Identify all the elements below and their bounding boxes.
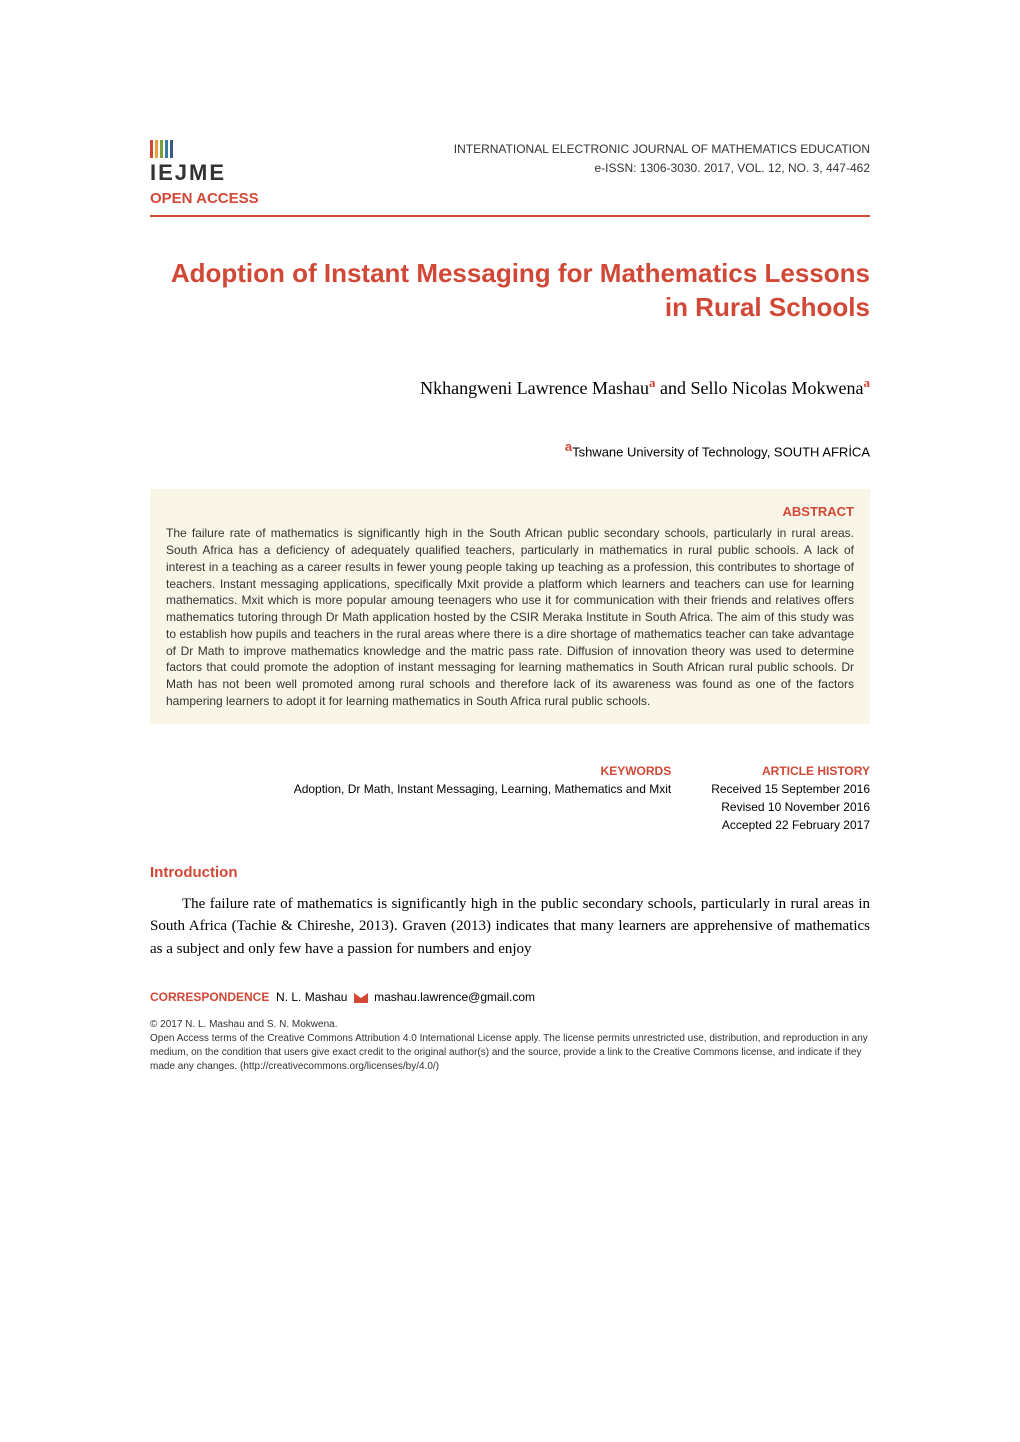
correspondence-label: CORRESPONDENCE [150,990,269,1004]
history-accepted: Accepted 22 February 2017 [711,816,870,834]
header: IEJME OPEN ACCESS INTERNATIONAL ELECTRON… [150,140,870,217]
license-text: Open Access terms of the Creative Common… [150,1032,870,1074]
keywords-block: KEYWORDS Adoption, Dr Math, Instant Mess… [294,764,672,834]
affiliation: aTshwane University of Technology, SOUTH… [150,439,870,459]
open-access-label: OPEN ACCESS [150,190,290,207]
article-title: Adoption of Instant Messaging for Mathem… [150,257,870,325]
introduction-text: The failure rate of mathematics is signi… [150,893,870,961]
keywords-text: Adoption, Dr Math, Instant Messaging, Le… [294,780,672,798]
license-block: © 2017 N. L. Mashau and S. N. Mokwena. O… [150,1018,870,1074]
history-revised: Revised 10 November 2016 [711,798,870,816]
header-rule [150,215,870,217]
history-heading: ARTICLE HISTORY [711,764,870,778]
journal-name: INTERNATIONAL ELECTRONIC JOURNAL OF MATH… [454,140,870,159]
correspondence: CORRESPONDENCE N. L. Mashau mashau.lawre… [150,990,870,1004]
logo-bars-icon [150,140,290,158]
affiliation-text: Tshwane University of Technology, SOUTH … [572,444,870,459]
issn-line: e-ISSN: 1306-3030. 2017, VOL. 12, NO. 3,… [454,159,870,178]
meta-row: KEYWORDS Adoption, Dr Math, Instant Mess… [150,764,870,834]
history-received: Received 15 September 2016 [711,780,870,798]
affiliation-sup: a [565,439,572,454]
introduction-heading: Introduction [150,864,870,881]
copyright-line: © 2017 N. L. Mashau and S. N. Mokwena. [150,1018,870,1032]
author-2-sup: a [864,375,871,390]
keywords-heading: KEYWORDS [294,764,672,778]
author-1: Nkhangweni Lawrence Mashau [420,378,649,398]
authors-line: Nkhangweni Lawrence Mashau a and Sello Ni… [150,375,870,399]
history-block: ARTICLE HISTORY Received 15 September 20… [711,764,870,834]
author-2: Sello Nicolas Mokwena [691,378,864,398]
correspondence-name: N. L. Mashau [276,990,347,1004]
journal-info: INTERNATIONAL ELECTRONIC JOURNAL OF MATH… [454,140,870,178]
abstract-box: ABSTRACT The failure rate of mathematics… [150,489,870,724]
correspondence-email: mashau.lawrence@gmail.com [374,990,535,1004]
abstract-heading: ABSTRACT [166,503,854,521]
history-content: Received 15 September 2016 Revised 10 No… [711,780,870,834]
mail-icon [354,993,368,1003]
logo-box: IEJME OPEN ACCESS [150,140,290,207]
abstract-text: The failure rate of mathematics is signi… [166,525,854,710]
authors-and: and [656,378,691,398]
logo-text: IEJME [150,160,290,186]
